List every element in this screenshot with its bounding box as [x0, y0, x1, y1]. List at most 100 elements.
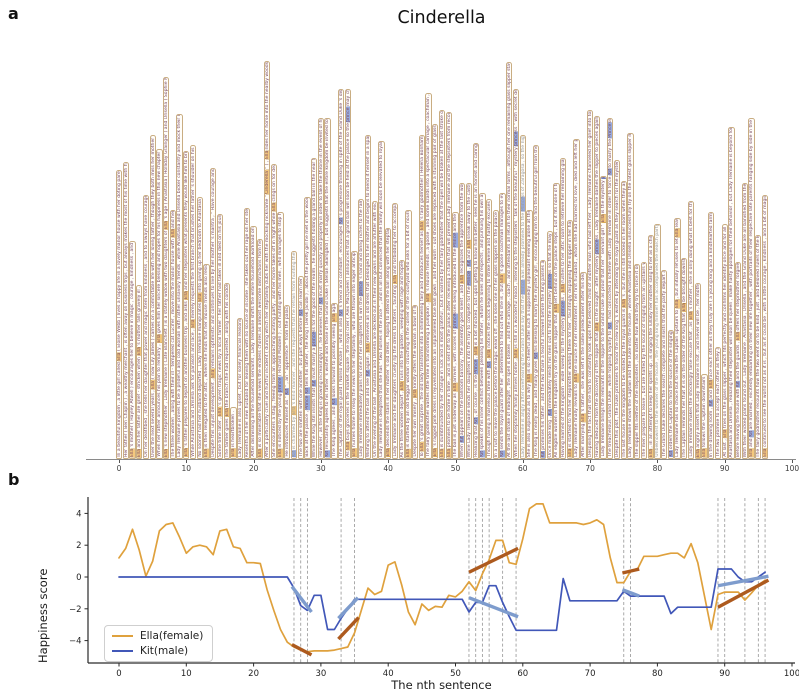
sentence-bar: Ella promises to be home in time , and i…: [445, 111, 452, 459]
sentence-bar: At the last stroke of midnight , the spe…: [506, 62, 513, 459]
sentence-bar: After a particularly cruel and hurtful i…: [263, 61, 271, 459]
sentence-text: With their wicked plans found out , Lady…: [742, 182, 748, 457]
sentence-bar: On her deathbed , she tells her daughter…: [142, 195, 150, 459]
sentence-text: Some time later , Ella 's given tragic n…: [217, 213, 223, 457]
panel-a-tick: [657, 460, 659, 463]
sentence-text: Ella is noticed by the young prince ( Ri…: [278, 211, 284, 457]
sentence-text: The King is nearly dead , and finally gi…: [534, 145, 540, 457]
sentence-text: The Captain reminds her that it is on th…: [682, 257, 688, 457]
happiness-line-chart: 0 10 20 30 40 50 60 70 80 90 100 −4 −2 0 2 4: [69, 497, 799, 679]
sentence-bar: Ella is then relegated to the attic , wh…: [203, 263, 210, 459]
sentence-bar: Ella and Kit are married , excitedly emb…: [748, 118, 755, 459]
sentence-text: Lady Tremaine brings the remnants of the…: [601, 177, 606, 458]
sentence-bar: Before leaving the house with Kit and th…: [735, 261, 742, 459]
sentence-text: The farmer gives Ella the branch she had…: [224, 282, 230, 457]
kit-line-swatch: [112, 650, 133, 652]
sentence-bar: The three women , along with their ill -…: [169, 209, 176, 459]
trend-segment: [717, 574, 769, 588]
panel-a-tick-label: 60: [518, 464, 528, 473]
sentence-bar: The King agrees , and Kit looks forward …: [331, 303, 338, 459]
sentence-bar: Her father ( Ben Chaplin ) , a wealthy m…: [122, 161, 129, 459]
sentence-text: The men prepare to leave , but are halte…: [641, 261, 647, 457]
sentence-bar: When Kit appears on the ballroom balcony…: [459, 182, 466, 459]
sentence-text: Ella 's mother ( Hayley Atwell ) encoura…: [130, 240, 136, 457]
panel-a-label: a: [8, 4, 19, 23]
sentence-text: Ella is then relegated to the attic , wh…: [204, 263, 210, 457]
sentence-text: Ella is heartbroken .: [231, 411, 237, 457]
sentence-text: Ella 's father prepares to depart on ano…: [184, 151, 190, 457]
sentence-bar: When her father announces his plan to re…: [156, 149, 163, 459]
legend-label-kit: Kit(male): [140, 645, 189, 657]
sentence-text: Lady Tremaine has no choice but to lead …: [675, 218, 681, 457]
sentence-bar: Lady Tremaine shows the Captain and the …: [627, 132, 634, 459]
legend-item-ella: Ella(female): [112, 630, 203, 642]
sentence-text: She encounters a stag , fleeing from an …: [271, 163, 277, 457]
sentence-bar: Ella , in an attempt to keep her spirits…: [647, 234, 654, 459]
sentence-text: Ella is so miserable that she views the …: [258, 238, 264, 457]
sentence-bar: She encounters a stag , fleeing from an …: [270, 163, 277, 459]
sentence-bar: At last , Ella tries on the glass slippe…: [721, 224, 728, 459]
sentence-bar: The Grand Duke declares the search compl…: [660, 270, 668, 459]
panel-a-tick: [724, 460, 726, 463]
sentence-text: On her deathbed , she tells her daughter…: [143, 195, 149, 457]
sentence-text: Despite this unjust development , Ella r…: [211, 168, 217, 457]
sentence-text: The two are smitten with one another , b…: [298, 276, 304, 457]
sentence-bar: After dismissing all the household serva…: [250, 226, 257, 459]
sentence-text: She is also suspicious as to why Ella is…: [527, 209, 533, 457]
sentence-bar: On the evening of the ball , Anastasia a…: [371, 201, 378, 459]
sentence-text: Though having a marvelous time with Kit …: [487, 199, 492, 457]
sentence-text: Realizing that Kit , of course , is the …: [473, 143, 479, 457]
sentence-text: Ella and her father are grief - stricken…: [137, 286, 143, 457]
trend-segment: [290, 585, 313, 614]
sentence-bar: Ella continued to see the world not as i…: [761, 195, 769, 459]
sentence-text: Before leaving the house with Kit and th…: [736, 261, 741, 457]
sentence-bar: Lady Tremaine immediately plans for one …: [358, 199, 365, 459]
y-tick-label: 2: [76, 541, 81, 551]
y-tick-label: −4: [69, 637, 82, 647]
sentence-text: While Lady Tremaine sends her daughters …: [466, 182, 472, 457]
sentence-bar: The men prepare to leave , but are halte…: [640, 261, 648, 459]
sentence-text: Kit speaks of his inner conflict between…: [480, 193, 486, 457]
panel-a-tick: [119, 460, 120, 463]
panel-a-tick: [590, 460, 592, 463]
sentence-bar: In the drawing room , Kit and Ella face …: [708, 211, 715, 459]
sentence-text: The Captain of the royal guard ( Nonso A…: [338, 89, 344, 457]
sentence-bar: Resentful of her new husband for leaving…: [243, 207, 251, 459]
sentence-bar: Ella follows the Captain downstairs .: [701, 374, 708, 459]
sentence-bar: In a beautiful kingdom , a little girl c…: [115, 170, 123, 459]
sentence-text: Resentful of her new husband for leaving…: [244, 207, 250, 457]
sentence-text: Ella is startled by an old beggar woman …: [406, 209, 412, 457]
sentence-text: The last house in the kingdom to be visi…: [621, 180, 627, 457]
x-tick-label: 10: [181, 669, 192, 679]
ella-line-swatch: [112, 635, 133, 637]
sentence-bar: Lady Tremaine makes the shockingly false…: [687, 201, 695, 459]
sentence-bar: The two promise to accept each other as …: [714, 347, 722, 459]
sentence-bar: While Lady Tremaine sends her daughters …: [465, 182, 473, 459]
x-tick-label: 100: [784, 669, 799, 679]
sentence-bar: Realizing that Kit , of course , is the …: [472, 143, 479, 459]
panel-a-x-axis: [86, 459, 796, 460]
sentence-bar: The Captain of the royal guard ( Nonso A…: [337, 89, 345, 459]
sentence-text: Ella descends the stairs in her mother '…: [386, 228, 392, 457]
sentence-text: Her father ( Ben Chaplin ) , a wealthy m…: [123, 161, 129, 457]
sentence-bar: Ella is noticed by the young prince ( Ri…: [277, 211, 284, 459]
sentence-text: Ella promises to be home in time , and i…: [446, 111, 452, 457]
sentence-bar: Ella and her father are grief - stricken…: [136, 284, 143, 459]
sentence-bar: Ella 's new stepmother , Lady Tremaine (…: [162, 76, 170, 459]
sentence-text: The Grand Duke declares the search compl…: [661, 270, 667, 457]
sentence-bar: When her stepfamily finally arrives home…: [512, 89, 520, 459]
sentence-text: Unbeknownst to the women of the house , …: [655, 224, 661, 457]
sentence-bar: Ella 's father prepares to depart on ano…: [183, 151, 190, 459]
sentence-text: The King agrees , and Kit looks forward …: [332, 303, 338, 457]
panel-a-tick: [455, 460, 457, 463]
sentence-text: The two promise to accept each other as …: [715, 347, 721, 457]
x-tick-label: 60: [517, 669, 528, 679]
trend-segment: [468, 546, 519, 574]
panel-a-tick: [253, 460, 255, 463]
sentence-text: On the evening of the ball , Anastasia a…: [372, 201, 378, 457]
sentence-bar: Ella is startled by an old beggar woman …: [405, 209, 412, 459]
panel-a-tick: [186, 460, 188, 463]
sentence-bar: Unbeknownst to the women of the house , …: [654, 224, 661, 459]
kit-line: [118, 568, 766, 632]
